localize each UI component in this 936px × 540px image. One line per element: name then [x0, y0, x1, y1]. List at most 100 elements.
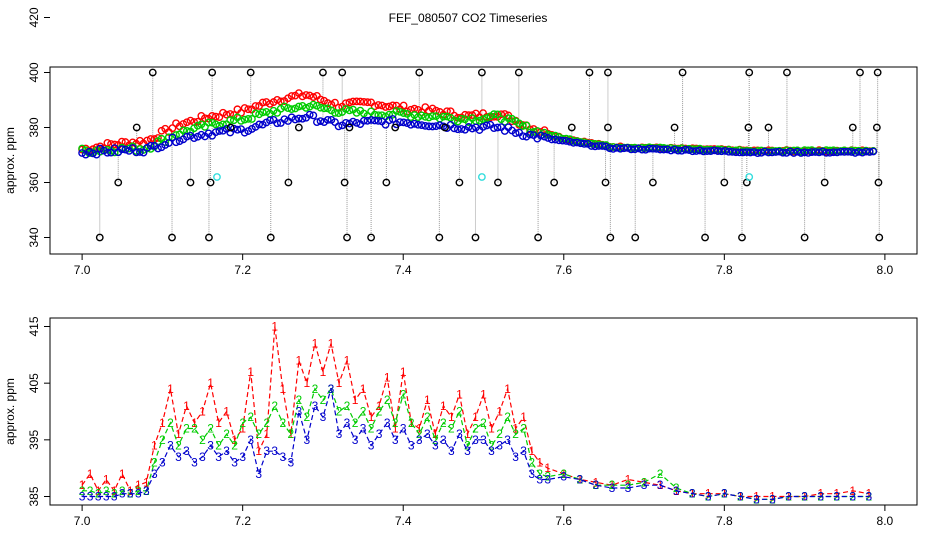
top-point-series1	[497, 110, 506, 119]
bottom-point-marker-3: 3	[271, 444, 278, 458]
top-point-series3	[518, 132, 527, 141]
top-point-series1	[244, 105, 253, 114]
top-point-series2	[457, 114, 466, 123]
top-point-series3	[714, 147, 722, 155]
top-point-series3	[374, 116, 383, 125]
top-point-reference	[205, 233, 213, 242]
top-point-series2	[334, 109, 343, 118]
bottom-point-marker-3: 3	[705, 490, 712, 504]
bottom-point-marker-1: 1	[833, 487, 840, 501]
bottom-point-marker-2: 2	[312, 382, 319, 396]
bottom-point-marker-2: 2	[496, 427, 503, 441]
top-point-series3	[753, 149, 762, 157]
top-point-series3	[551, 135, 560, 144]
top-point-reference	[294, 123, 303, 132]
top-point-series3	[139, 148, 148, 157]
top-point-series2	[421, 112, 430, 121]
bottom-point-marker-3: 3	[239, 450, 246, 464]
bottom-point-marker-3: 3	[127, 487, 134, 501]
top-y-tick-label: 420	[27, 7, 41, 27]
bottom-point-marker-3: 3	[135, 487, 142, 501]
bottom-point-marker-3: 3	[95, 490, 102, 504]
top-point-series1	[374, 101, 383, 109]
top-x-tick-label: 8.0	[877, 263, 894, 277]
bottom-point-marker-1: 1	[215, 416, 222, 430]
bottom-point-marker-1: 1	[247, 365, 254, 379]
bottom-point-marker-3: 3	[657, 478, 664, 492]
top-point-series3	[807, 148, 816, 157]
top-point-series3	[349, 117, 357, 126]
bottom-point-marker-2: 2	[207, 422, 214, 436]
bottom-point-marker-3: 3	[488, 444, 495, 458]
bottom-point-marker-3: 3	[496, 439, 503, 453]
top-point-series3	[746, 148, 755, 157]
top-point-cal	[745, 173, 754, 181]
top-y-tick-label: 380	[27, 117, 41, 137]
top-point-series2	[417, 111, 426, 120]
bottom-point-marker-3: 3	[721, 487, 728, 501]
figure-title: FEF_080507 CO2 Timeseries	[389, 11, 548, 25]
top-point-series3	[117, 145, 126, 154]
top-point-reference	[745, 68, 754, 77]
bottom-point-marker-2: 2	[609, 478, 616, 492]
bottom-point-marker-3: 3	[159, 456, 166, 470]
top-point-series1	[468, 111, 477, 120]
top-point-series3	[273, 119, 282, 128]
top-point-series3	[699, 147, 708, 156]
top-point-series3	[710, 146, 719, 155]
bottom-point-marker-3: 3	[641, 478, 648, 492]
top-point-reference	[441, 123, 449, 132]
top-point-series3	[862, 147, 870, 156]
top-point-series3	[526, 130, 534, 139]
top-point-series3	[316, 117, 325, 126]
bottom-point-marker-1: 1	[528, 444, 535, 458]
top-point-series3	[298, 114, 307, 123]
top-point-series3	[403, 119, 412, 127]
bottom-point-marker-3: 3	[352, 433, 359, 447]
top-point-reference	[382, 178, 391, 187]
top-point-reference	[367, 233, 376, 242]
top-point-series1	[443, 107, 451, 116]
top-point-series1	[287, 92, 296, 100]
bottom-point-marker-1: 1	[151, 439, 158, 453]
bottom-point-marker-2: 2	[175, 439, 182, 453]
bottom-point-marker-2: 2	[271, 399, 278, 413]
top-point-series3	[154, 144, 162, 153]
top-point-series3	[760, 147, 769, 156]
top-point-series3	[616, 144, 625, 153]
top-point-series3	[367, 116, 376, 124]
bottom-y-axis-label: approx. ppm	[3, 378, 17, 445]
top-point-series3	[305, 110, 314, 119]
top-point-series2	[320, 104, 329, 113]
top-y-tick-label: 340	[27, 227, 41, 247]
top-point-series3	[854, 147, 863, 156]
bottom-point-marker-3: 3	[103, 490, 110, 504]
bottom-point-marker-3: 3	[536, 473, 543, 487]
top-point-series3	[732, 148, 740, 157]
top-point-series2	[341, 105, 350, 113]
bottom-point-marker-2: 2	[199, 433, 206, 447]
top-point-series3	[667, 146, 675, 155]
bottom-point-marker-1: 1	[520, 410, 527, 424]
bottom-point-marker-3: 3	[520, 444, 527, 458]
bottom-point-marker-1: 1	[344, 354, 351, 368]
bottom-point-marker-2: 2	[456, 405, 463, 419]
top-point-series3	[555, 136, 563, 145]
top-point-series3	[706, 147, 715, 155]
top-point-series2	[215, 121, 224, 130]
bottom-point-marker-1: 1	[705, 487, 712, 501]
bottom-y-tick-label: 405	[27, 373, 41, 393]
top-point-series3	[85, 147, 94, 156]
top-point-series3	[146, 141, 155, 150]
top-point-series2	[244, 114, 253, 123]
top-point-series3	[399, 118, 408, 127]
top-point-series3	[703, 147, 711, 156]
top-point-series3	[482, 121, 491, 130]
bottom-point-marker-1: 1	[279, 382, 286, 396]
bottom-point-marker-2: 2	[215, 439, 222, 453]
top-point-series3	[656, 145, 665, 154]
bottom-point-marker-3: 3	[785, 490, 792, 504]
bottom-point-marker-2: 2	[336, 405, 343, 419]
top-point-series3	[425, 122, 433, 131]
